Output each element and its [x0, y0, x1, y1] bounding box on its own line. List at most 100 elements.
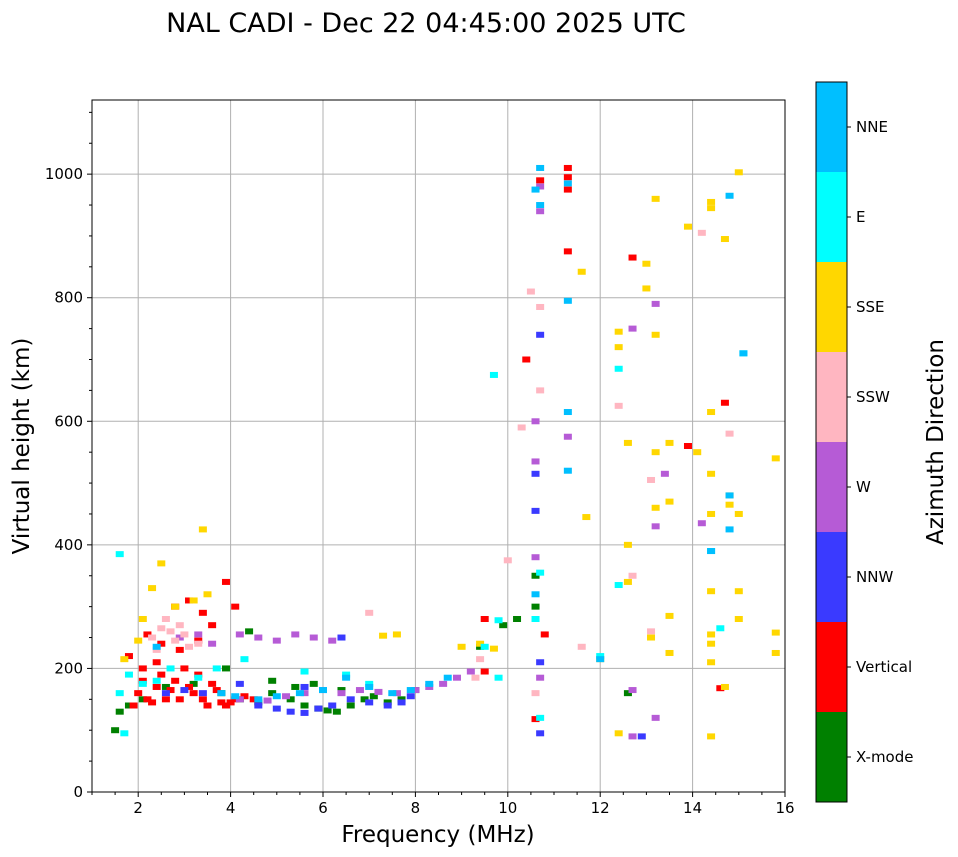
echo-point-nnw	[300, 683, 309, 690]
echo-point-w	[452, 674, 461, 681]
echo-point-sse	[771, 629, 780, 636]
echo-point-e	[124, 671, 133, 678]
echo-point-ssw	[536, 303, 545, 310]
echo-point-ssw	[577, 643, 586, 650]
echo-point-w	[425, 683, 434, 690]
echo-point-x-mode	[161, 683, 170, 690]
echo-point-w	[291, 631, 300, 638]
echo-point-nnw	[536, 730, 545, 737]
echo-point-sse	[707, 588, 716, 595]
x-tick-label: 16	[775, 799, 794, 817]
y-axis-label: Virtual height (km)	[9, 338, 35, 555]
echo-point-sse	[651, 449, 660, 456]
echo-point-e	[342, 671, 351, 678]
echo-point-x-mode	[337, 687, 346, 694]
echo-point-w	[235, 696, 244, 703]
echo-point-x-mode	[360, 696, 369, 703]
echo-point-e	[614, 365, 623, 372]
echo-point-nnw	[637, 733, 646, 740]
echo-point-x-mode	[221, 665, 230, 672]
echo-point-w	[355, 687, 364, 694]
echo-point-sse	[614, 730, 623, 737]
echo-point-e	[596, 653, 605, 660]
grid-lines	[92, 100, 785, 792]
echo-point-e	[115, 690, 124, 697]
x-tick-label: 2	[133, 799, 143, 817]
echo-point-sse	[642, 260, 651, 267]
echo-point-nne	[531, 186, 540, 193]
y-tick-label: 1000	[45, 165, 83, 183]
echo-point-w	[300, 690, 309, 697]
echo-point-x-mode	[397, 696, 406, 703]
colorbar-segment	[816, 622, 847, 712]
echo-point-w	[235, 631, 244, 638]
colorbar: X-mode Vertical NNW W SSW SSE E NNE	[815, 81, 913, 803]
echo-point-sse	[734, 169, 743, 176]
echo-point-w	[254, 634, 263, 641]
echo-point-nnw	[328, 702, 337, 709]
echo-point-nne	[725, 192, 734, 199]
echo-point-vertical	[129, 702, 138, 709]
echo-point-vertical	[148, 699, 157, 706]
echo-point-sse	[707, 631, 716, 638]
echo-point-x-mode	[268, 677, 277, 684]
echo-point-x-mode	[189, 680, 198, 687]
echo-point-ssw	[526, 288, 535, 295]
echo-point-ssw	[157, 625, 166, 632]
echo-point-ssw	[180, 631, 189, 638]
echo-point-x-mode	[499, 622, 508, 629]
echo-point-vertical	[152, 659, 161, 666]
echo-point-sse	[642, 285, 651, 292]
echo-point-sse	[707, 205, 716, 212]
echo-point-vertical	[563, 164, 572, 171]
echo-point-vertical	[480, 616, 489, 622]
echo-point-vertical	[226, 699, 235, 706]
echo-point-e	[531, 616, 540, 622]
echo-point-sse	[189, 597, 198, 604]
echo-point-vertical	[522, 356, 531, 363]
echo-point-x-mode	[254, 699, 263, 706]
echo-point-w	[697, 520, 706, 527]
x-tick-label: 8	[411, 799, 421, 817]
x-axis-ticks: 2 4 6 8 10 12 14 16	[91, 792, 795, 817]
data-points	[111, 164, 780, 740]
colorbar-tick-label: NNW	[856, 568, 893, 586]
echo-point-vertical	[143, 631, 152, 638]
echo-point-nne	[388, 690, 397, 697]
echo-point-sse	[665, 649, 674, 656]
echo-point-vertical	[208, 680, 217, 687]
echo-point-ssw	[194, 640, 203, 647]
echo-point-x-mode	[291, 683, 300, 690]
echo-point-nnw	[314, 705, 323, 712]
echo-point-vertical	[198, 696, 207, 703]
echo-point-w	[531, 458, 540, 465]
echo-point-nne	[563, 297, 572, 304]
echo-point-vertical	[212, 687, 221, 694]
echo-point-sse	[457, 643, 466, 650]
echo-point-sse	[734, 616, 743, 622]
echo-point-x-mode	[309, 680, 318, 687]
echo-point-w	[309, 634, 318, 641]
echo-point-vertical	[189, 690, 198, 697]
echo-point-vertical	[166, 687, 175, 694]
chart-title: NAL CADI - Dec 22 04:45:00 2025 UTC	[166, 8, 686, 39]
echo-point-sse	[647, 634, 656, 641]
echo-point-nne	[152, 643, 161, 650]
colorbar-tick-label: X-mode	[856, 748, 913, 766]
colorbar-segment	[816, 712, 847, 802]
colorbar-segment	[816, 82, 847, 172]
echo-point-vertical	[157, 671, 166, 678]
echo-point-nne	[231, 693, 240, 700]
plot-area	[92, 100, 785, 792]
echo-point-vertical	[217, 699, 226, 706]
echo-point-e	[489, 371, 498, 378]
echo-point-nne	[443, 674, 452, 681]
colorbar-segment	[816, 172, 847, 262]
echo-point-sse	[651, 331, 660, 338]
colorbar-segment	[816, 352, 847, 442]
x-tick-label: 6	[318, 799, 328, 817]
echo-point-x-mode	[346, 702, 355, 709]
echo-point-x-mode	[268, 690, 277, 697]
echo-point-w	[531, 554, 540, 561]
echo-point-nnw	[180, 687, 189, 694]
